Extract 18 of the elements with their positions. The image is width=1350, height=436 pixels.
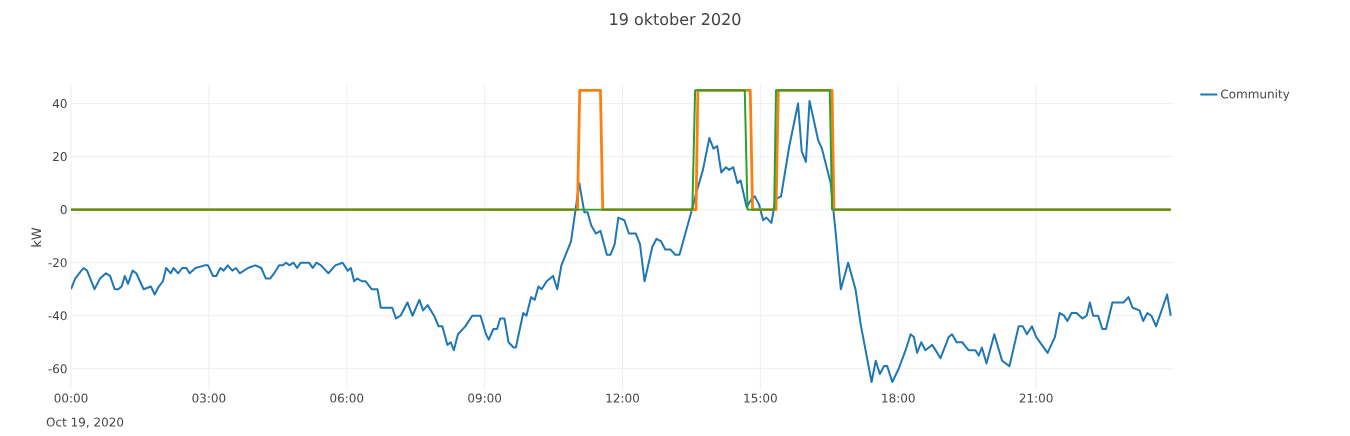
y-tick-label: -40 <box>48 311 67 321</box>
y-tick-label: 20 <box>53 152 67 162</box>
y-tick-label: -60 <box>48 364 67 374</box>
x-tick-label: 21:00 <box>1019 393 1053 403</box>
x-tick-label: 06:00 <box>330 393 364 403</box>
y-tick-label: 40 <box>52 99 67 109</box>
text: Oct 19, 2020 <box>46 417 124 428</box>
chart-title: 19 oktober 2020 <box>610 12 741 26</box>
x-tick-label: 00:00 <box>54 393 88 403</box>
x-tick-label: 15:00 <box>744 393 777 403</box>
x-tick-label: 03:00 <box>192 393 226 403</box>
x-tick-label: 12:00 <box>606 393 639 403</box>
y-tick-label: -20 <box>48 258 67 268</box>
y-tick-label: 0 <box>60 205 67 215</box>
legend-label: Community <box>1221 89 1290 101</box>
x-tick-label: 18:00 <box>882 393 915 403</box>
x-tick-label: 09:00 <box>468 393 502 403</box>
y-axis-title: kW <box>31 227 42 247</box>
